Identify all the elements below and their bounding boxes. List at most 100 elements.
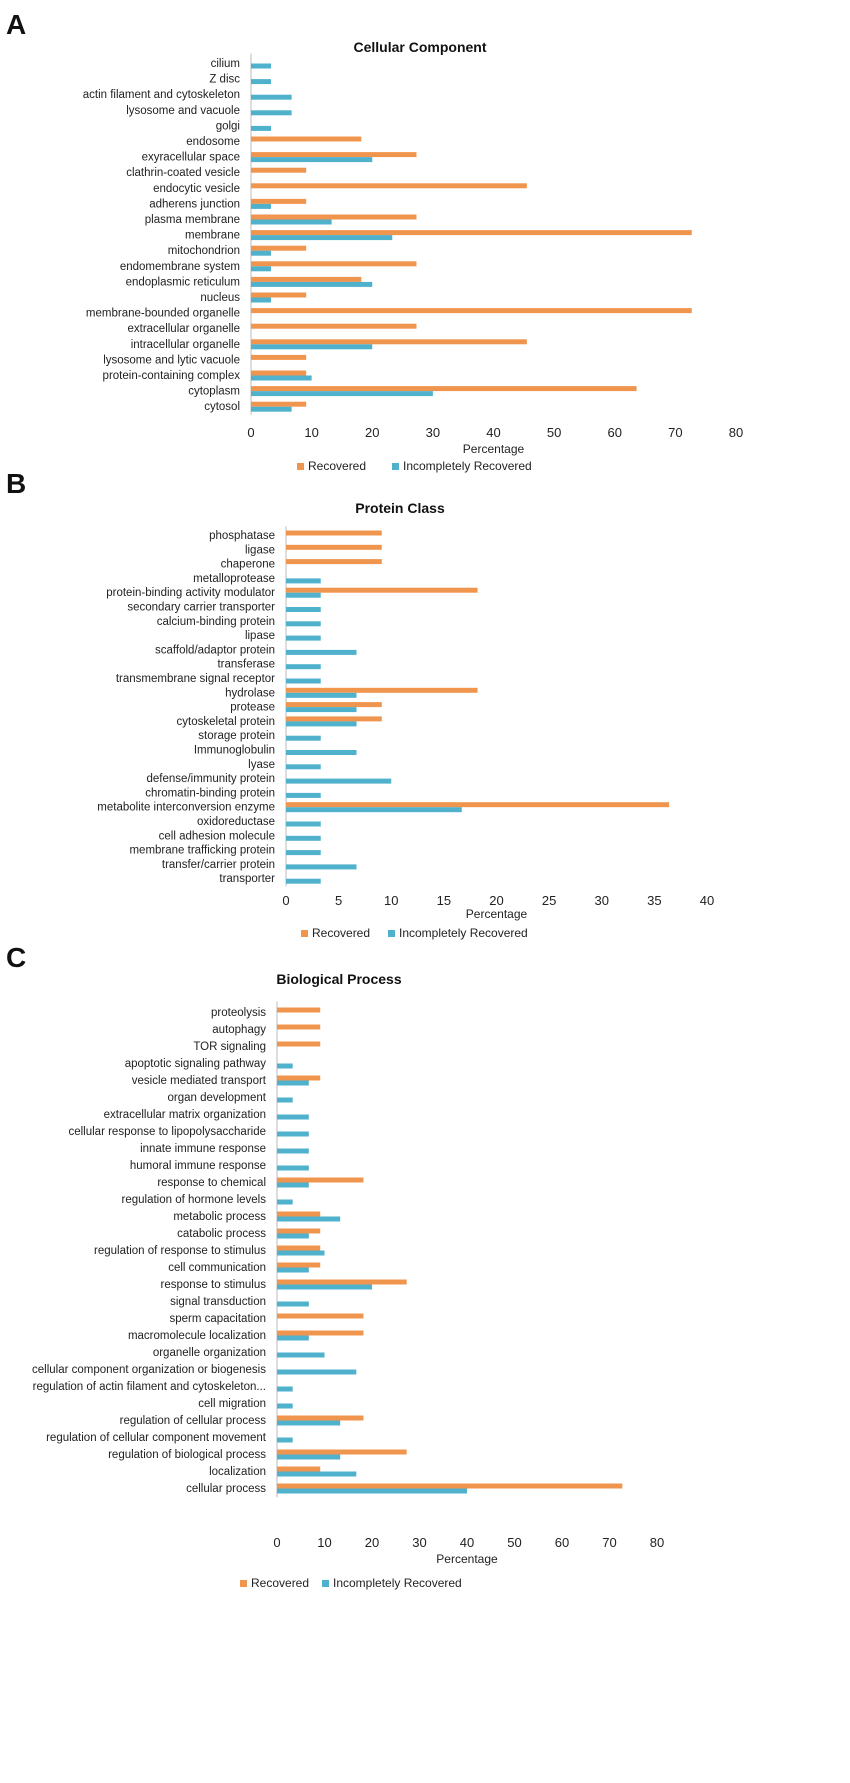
bar-recovered	[251, 261, 417, 267]
bar-incompletely-recovered	[251, 406, 292, 412]
x-tick-label: 70	[668, 425, 682, 440]
bar-recovered	[286, 544, 382, 550]
x-tick-label: 15	[437, 893, 451, 908]
bar-recovered	[277, 1024, 321, 1030]
bar-incompletely-recovered	[251, 375, 312, 381]
legend-swatch-incompletely-recovered	[388, 930, 395, 937]
bar-incompletely-recovered	[251, 250, 272, 256]
x-tick-label: 40	[460, 1535, 474, 1550]
chart-title: Biological Process	[276, 971, 401, 987]
bar-incompletely-recovered	[277, 1250, 325, 1256]
bar-incompletely-recovered	[251, 94, 292, 100]
x-tick-label: 0	[273, 1535, 280, 1550]
category-label: defense/immunity protein	[147, 773, 275, 785]
bar-incompletely-recovered	[286, 878, 321, 884]
x-tick-label: 80	[729, 425, 743, 440]
bar-recovered	[286, 687, 478, 693]
category-label: organelle organization	[153, 1347, 266, 1359]
x-tick-label: 0	[247, 425, 254, 440]
bar-incompletely-recovered	[277, 1471, 357, 1477]
category-label: transferase	[217, 659, 275, 671]
x-tick-label: 0	[282, 893, 289, 908]
category-label: response to chemical	[157, 1177, 266, 1189]
bar-incompletely-recovered	[277, 1437, 293, 1443]
bar-recovered	[286, 530, 382, 536]
x-tick-label: 20	[365, 425, 379, 440]
bar-recovered	[277, 1245, 321, 1251]
category-label: TOR signaling	[193, 1041, 266, 1053]
category-label: cell adhesion molecule	[159, 830, 275, 842]
category-label: regulation of cellular process	[120, 1415, 267, 1427]
bar-recovered	[251, 198, 307, 204]
category-label: transporter	[219, 873, 275, 885]
category-label: regulation of actin filament and cytoske…	[33, 1381, 266, 1393]
bar-incompletely-recovered	[286, 735, 321, 741]
category-label: Z disc	[209, 74, 240, 86]
panel-letter: A	[6, 9, 26, 40]
category-label: organ development	[168, 1092, 267, 1104]
bar-recovered	[277, 1177, 364, 1183]
bar-recovered	[277, 1228, 321, 1234]
category-label: lipase	[245, 630, 275, 642]
bar-incompletely-recovered	[251, 110, 292, 116]
category-label: cytoplasm	[188, 386, 240, 398]
x-axis-title: Percentage	[463, 442, 525, 456]
legend: Recovered Incompletely Recovered	[240, 1576, 462, 1590]
bar-incompletely-recovered	[286, 607, 321, 612]
bar-recovered	[251, 386, 637, 392]
bar-incompletely-recovered	[277, 1403, 293, 1409]
category-label: protein-containing complex	[103, 370, 241, 382]
bar-incompletely-recovered	[277, 1284, 372, 1290]
category-label: extracellular matrix organization	[104, 1109, 266, 1121]
panel-letter: B	[6, 468, 26, 499]
bar-incompletely-recovered	[277, 1080, 309, 1086]
category-label: golgi	[216, 120, 240, 132]
bar-incompletely-recovered	[277, 1063, 293, 1069]
chart-title: Cellular Component	[353, 39, 486, 55]
x-tick-label: 40	[700, 893, 714, 908]
category-label: cellular component organization or bioge…	[32, 1364, 266, 1376]
category-label: hydrolase	[225, 687, 275, 699]
legend-label-recovered: Recovered	[308, 459, 366, 473]
bar-incompletely-recovered	[251, 281, 373, 287]
category-label: metalloprotease	[193, 573, 275, 585]
bar-incompletely-recovered	[251, 297, 272, 303]
x-tick-label: 20	[489, 893, 503, 908]
category-label: cellular process	[186, 1483, 266, 1495]
bar-recovered	[251, 167, 307, 173]
bar-incompletely-recovered	[286, 578, 321, 584]
bar-incompletely-recovered	[277, 1420, 341, 1426]
bar-incompletely-recovered	[286, 864, 357, 870]
legend: Recovered Incompletely Recovered	[297, 459, 532, 473]
category-label: actin filament and cytoskeleton	[83, 89, 240, 101]
bar-incompletely-recovered	[277, 1131, 309, 1137]
category-label: membrane-bounded organelle	[86, 308, 240, 320]
bar-incompletely-recovered	[277, 1488, 467, 1494]
category-label: nucleus	[200, 292, 240, 304]
bar-incompletely-recovered	[286, 678, 321, 684]
bar-incompletely-recovered	[286, 835, 321, 841]
category-label: chromatin-binding protein	[145, 787, 275, 799]
bar-incompletely-recovered	[277, 1233, 309, 1239]
category-label: innate immune response	[140, 1143, 266, 1155]
category-label: intracellular organelle	[131, 339, 240, 351]
legend-label-recovered: Recovered	[251, 1576, 309, 1590]
category-label: metabolite interconversion enzyme	[97, 802, 275, 814]
bar-recovered	[277, 1075, 321, 1081]
bar-incompletely-recovered	[286, 664, 321, 670]
x-tick-label: 60	[555, 1535, 569, 1550]
chart-panel-b: B Protein Class phosphatase ligase chaperone…	[6, 468, 714, 940]
category-label: endosome	[186, 136, 240, 148]
category-label: calcium-binding protein	[157, 616, 275, 628]
category-label: clathrin-coated vesicle	[126, 167, 240, 179]
x-tick-label: 50	[547, 425, 561, 440]
bar-incompletely-recovered	[286, 764, 321, 770]
bar-incompletely-recovered	[251, 79, 272, 85]
category-label: protease	[230, 702, 275, 714]
bar-incompletely-recovered	[286, 721, 357, 727]
chart-title: Protein Class	[355, 500, 445, 516]
bar-incompletely-recovered	[277, 1165, 309, 1171]
legend-label-incompletely-recovered: Incompletely Recovered	[333, 1576, 462, 1590]
category-label: vesicle mediated transport	[132, 1075, 267, 1087]
category-label: cilium	[211, 58, 240, 70]
